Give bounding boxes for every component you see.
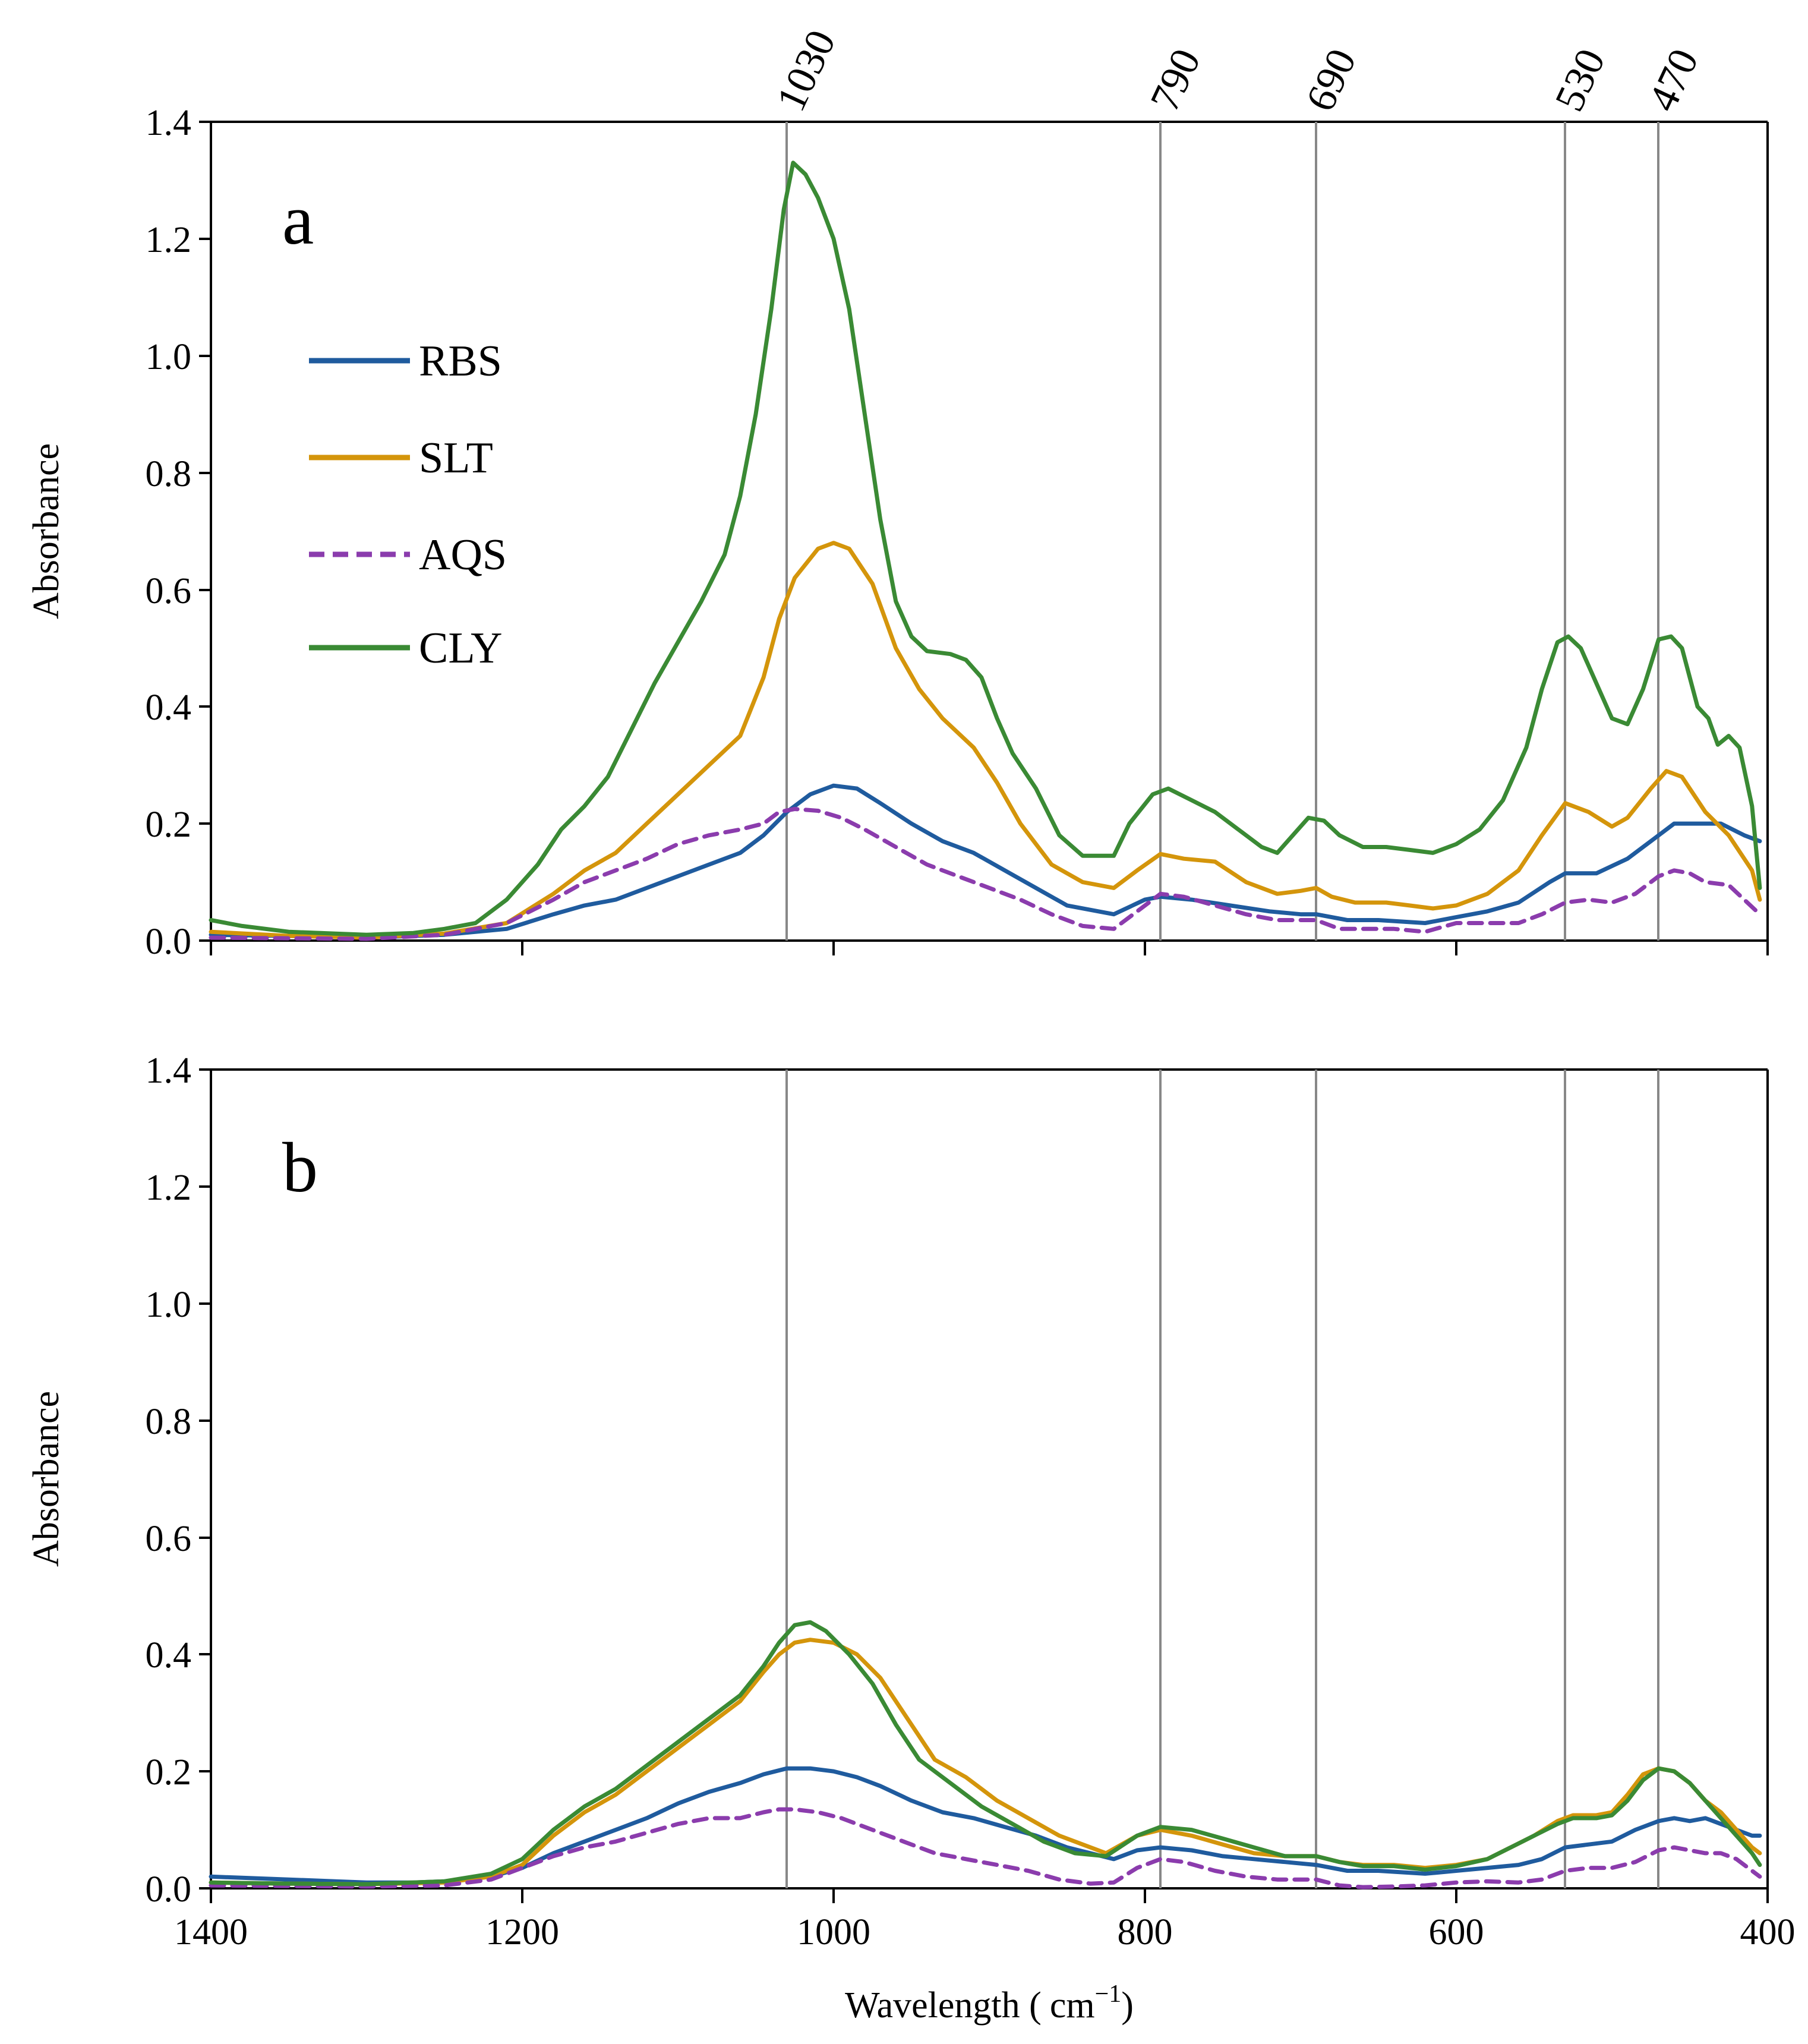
peak-label-470: 470 <box>1640 42 1708 118</box>
panel-b-y-tick-label: 0.8 <box>146 1402 192 1442</box>
panel-b-y-tick-label: 0.4 <box>146 1635 192 1676</box>
peak-labels: 1030 790 690 530 470 <box>768 23 1708 118</box>
x-tick-labels: 1400 1200 1000 800 600 400 <box>174 1912 1796 1952</box>
panel-a-y-tick-label: 1.0 <box>146 337 192 377</box>
panel-b-y-tick-labels: 0.0 0.2 0.4 0.6 0.8 1.0 1.2 1.4 <box>146 1051 192 1910</box>
panel-b-series-cly <box>209 1620 1762 1887</box>
x-axis-label-main: Wavelength ( <box>845 1985 1042 2026</box>
panel-a-series-cly <box>209 160 1762 937</box>
legend-label-slt: SLT <box>419 434 493 482</box>
panel-b: 0.0 0.2 0.4 0.6 0.8 1.0 1.2 1.4 Absorban… <box>26 1051 1796 2026</box>
panel-a-y-tick-label: 1.2 <box>146 220 192 260</box>
panel-a-series-slt <box>209 541 1762 940</box>
panel-b-y-tick-label: 1.2 <box>146 1168 192 1208</box>
x-tick-label: 1000 <box>797 1912 870 1952</box>
panel-a-letter: a <box>282 180 314 259</box>
x-tick-label: 1200 <box>485 1912 559 1952</box>
panel-b-y-ticks <box>199 1068 211 1890</box>
panel-a-y-ticks <box>199 121 211 942</box>
panel-b-reference-lines <box>785 1070 1659 1888</box>
legend: RBS SLT AQS CLY <box>309 337 507 673</box>
legend-label-rbs: RBS <box>419 337 502 386</box>
panel-a-y-tick-label: 0.2 <box>146 805 192 845</box>
panel-a-series-aqs <box>209 807 1762 941</box>
x-tick-label: 600 <box>1429 1912 1484 1952</box>
panel-b-series <box>209 1620 1762 1890</box>
panel-a-y-tick-label: 0.0 <box>146 922 192 962</box>
peak-label-690: 690 <box>1298 42 1365 118</box>
x-axis-label-exponent: −1 <box>1095 1980 1122 2008</box>
panel-b-series-aqs <box>209 1807 1762 1890</box>
panel-b-letter: b <box>282 1128 318 1207</box>
x-axis-label: Wavelength (cm−1) <box>845 1980 1134 2026</box>
x-axis-label-unit: cm <box>1050 1985 1095 2026</box>
panel-a-x-ticks <box>210 941 1769 955</box>
peak-label-530: 530 <box>1547 42 1614 118</box>
peak-label-1030: 1030 <box>768 23 845 118</box>
panel-b-y-tick-label: 1.0 <box>146 1285 192 1325</box>
x-tick-label: 400 <box>1740 1912 1796 1952</box>
x-tick-label: 800 <box>1118 1912 1173 1952</box>
panel-a-y-tick-labels: 0.0 0.2 0.4 0.6 0.8 1.0 1.2 1.4 <box>146 103 192 962</box>
panel-b-y-axis-label: Absorbance <box>26 1391 67 1567</box>
panel-a-series <box>209 160 1762 941</box>
panel-b-y-tick-label: 0.2 <box>146 1752 192 1793</box>
legend-label-cly: CLY <box>419 624 503 673</box>
panel-a-y-tick-label: 1.4 <box>146 103 192 143</box>
panel-b-series-rbs <box>209 1766 1762 1885</box>
panel-a-y-axis-label: Absorbance <box>26 443 67 619</box>
panel-b-x-ticks <box>210 1888 1769 1903</box>
panel-b-y-tick-label: 1.4 <box>146 1051 192 1091</box>
panel-a-y-tick-label: 0.4 <box>146 687 192 728</box>
panel-a-y-tick-label: 0.6 <box>146 571 192 611</box>
panel-b-series-slt <box>209 1638 1762 1887</box>
x-tick-label: 1400 <box>174 1912 248 1952</box>
x-axis-label-close: ) <box>1121 1985 1134 2026</box>
panel-b-y-tick-label: 0.6 <box>146 1519 192 1559</box>
panel-b-y-tick-label: 0.0 <box>146 1869 192 1910</box>
panel-a-series-rbs <box>209 783 1762 940</box>
panel-a-y-tick-label: 0.8 <box>146 454 192 494</box>
legend-label-aqs: AQS <box>419 531 507 579</box>
panel-a: 0.0 0.2 0.4 0.6 0.8 1.0 1.2 1.4 Absorban… <box>26 23 1769 962</box>
peak-label-790: 790 <box>1142 42 1210 118</box>
